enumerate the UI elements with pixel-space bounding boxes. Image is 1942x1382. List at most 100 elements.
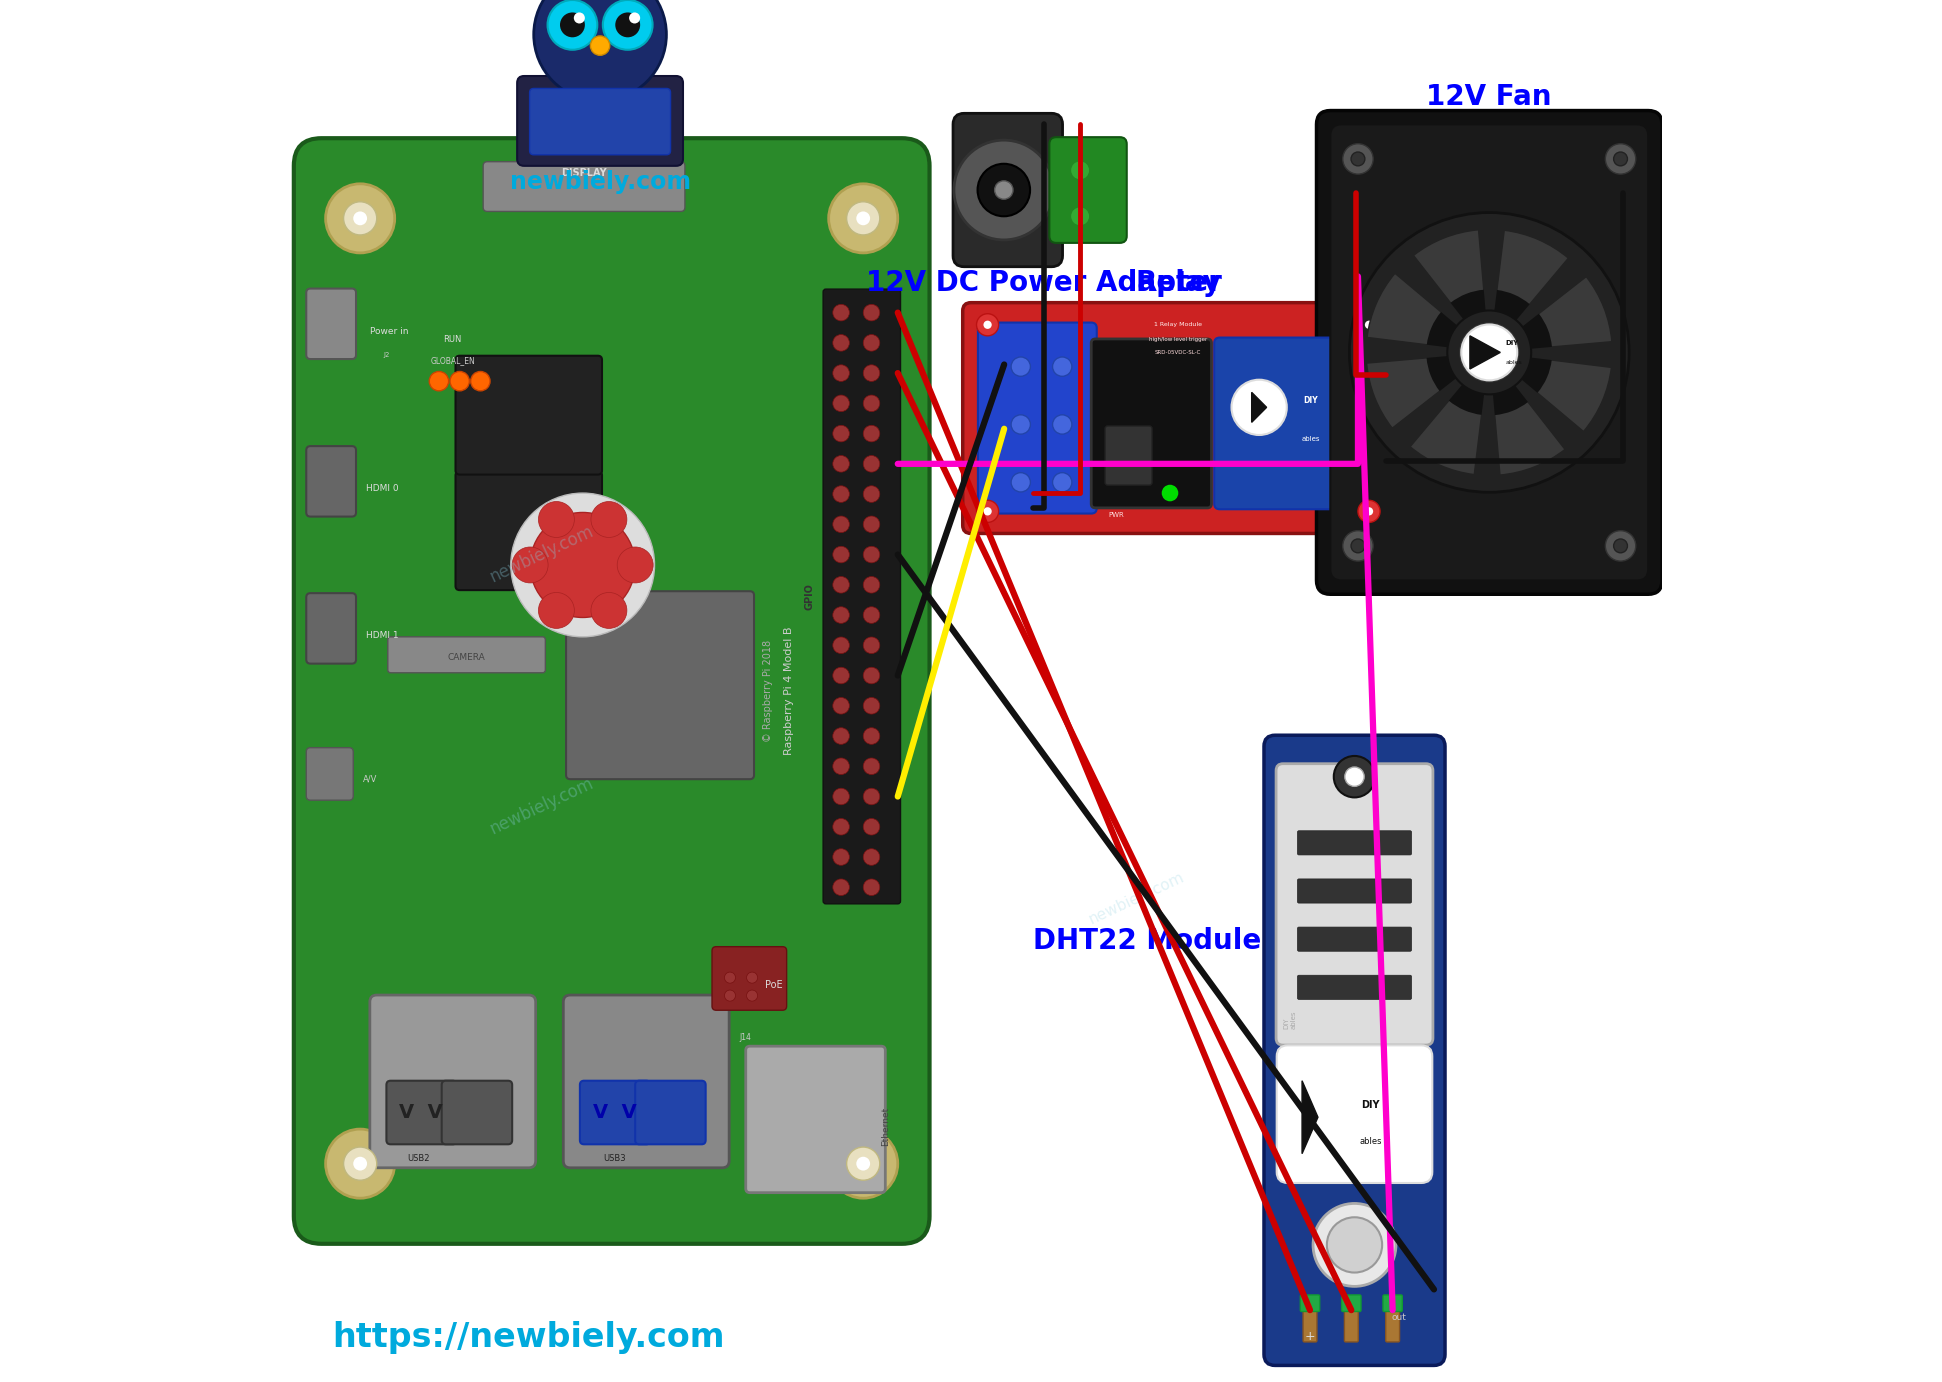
Circle shape [847, 202, 880, 235]
Circle shape [1614, 152, 1627, 166]
Circle shape [862, 698, 880, 714]
Circle shape [833, 576, 849, 593]
Wedge shape [1449, 352, 1490, 415]
Circle shape [833, 637, 849, 654]
Text: newbiely.com: newbiely.com [1340, 292, 1431, 344]
Text: DIY
ables: DIY ables [1284, 1010, 1297, 1030]
Circle shape [833, 818, 849, 835]
Text: ables: ables [1359, 1137, 1381, 1146]
Circle shape [833, 607, 849, 623]
Circle shape [353, 1157, 367, 1171]
FancyBboxPatch shape [456, 355, 602, 474]
Text: HDMI 1: HDMI 1 [365, 630, 398, 640]
Text: DHT22 Module: DHT22 Module [1033, 927, 1260, 955]
Circle shape [1365, 507, 1373, 515]
Text: Power in: Power in [369, 328, 408, 336]
FancyBboxPatch shape [1330, 124, 1649, 580]
Circle shape [1458, 322, 1521, 383]
Text: A/V: A/V [363, 775, 377, 784]
FancyBboxPatch shape [1049, 137, 1126, 243]
Circle shape [724, 990, 736, 1001]
Circle shape [616, 12, 641, 37]
Wedge shape [1490, 352, 1565, 475]
Wedge shape [1427, 312, 1490, 352]
Text: newbiely.com: newbiely.com [487, 774, 596, 839]
FancyBboxPatch shape [307, 289, 355, 359]
Circle shape [862, 879, 880, 896]
Circle shape [994, 181, 1014, 199]
Circle shape [983, 507, 992, 515]
Text: PWR: PWR [1109, 513, 1124, 518]
Circle shape [862, 546, 880, 562]
Text: PoE: PoE [765, 980, 783, 990]
Text: ables: ables [1301, 437, 1321, 442]
Circle shape [862, 576, 880, 593]
FancyBboxPatch shape [1091, 339, 1212, 509]
FancyBboxPatch shape [307, 446, 355, 517]
FancyBboxPatch shape [1342, 1295, 1361, 1312]
Circle shape [983, 321, 992, 329]
Circle shape [1012, 415, 1031, 434]
FancyBboxPatch shape [1105, 426, 1152, 485]
FancyBboxPatch shape [484, 162, 686, 211]
Text: USB3: USB3 [604, 1154, 625, 1162]
Circle shape [1326, 1218, 1383, 1273]
Circle shape [1357, 500, 1381, 522]
Wedge shape [1490, 276, 1612, 352]
Circle shape [590, 502, 627, 538]
Circle shape [829, 1129, 897, 1198]
Circle shape [833, 365, 849, 381]
Text: Raspberry Pi 4 Model B: Raspberry Pi 4 Model B [783, 627, 794, 755]
Circle shape [977, 500, 998, 522]
FancyBboxPatch shape [1317, 111, 1662, 594]
Text: +: + [1305, 1331, 1315, 1343]
Text: GLOBAL_EN: GLOBAL_EN [431, 357, 476, 365]
Circle shape [1053, 473, 1072, 492]
FancyBboxPatch shape [1344, 1309, 1357, 1342]
Text: newbiely.com: newbiely.com [658, 593, 759, 651]
Wedge shape [1414, 229, 1490, 352]
Circle shape [833, 304, 849, 321]
Text: 12V Fan: 12V Fan [1427, 83, 1552, 111]
FancyBboxPatch shape [388, 637, 546, 673]
FancyBboxPatch shape [1297, 831, 1412, 855]
Wedge shape [1367, 352, 1490, 428]
Circle shape [1614, 539, 1627, 553]
Text: USB2: USB2 [408, 1154, 429, 1162]
FancyBboxPatch shape [954, 113, 1062, 267]
Circle shape [1606, 144, 1635, 174]
Circle shape [590, 36, 610, 55]
Circle shape [833, 698, 849, 714]
FancyBboxPatch shape [746, 1046, 886, 1193]
Circle shape [1161, 485, 1179, 502]
Text: Ethernet: Ethernet [882, 1107, 889, 1146]
Circle shape [954, 140, 1055, 240]
Wedge shape [1490, 352, 1612, 431]
Circle shape [1313, 1204, 1396, 1287]
Circle shape [724, 972, 736, 983]
Text: DIY: DIY [1361, 1100, 1379, 1110]
Circle shape [833, 515, 849, 532]
Circle shape [1460, 325, 1517, 380]
Text: newbiely.com: newbiely.com [509, 170, 691, 193]
Circle shape [1344, 767, 1363, 786]
Circle shape [833, 334, 849, 351]
FancyBboxPatch shape [1297, 976, 1412, 999]
Circle shape [862, 607, 880, 623]
Text: J2: J2 [385, 352, 390, 358]
FancyBboxPatch shape [369, 995, 536, 1168]
Text: © Raspberry Pi 2018: © Raspberry Pi 2018 [763, 640, 773, 742]
Circle shape [344, 202, 377, 235]
Circle shape [746, 972, 757, 983]
Circle shape [511, 493, 654, 637]
Wedge shape [1490, 352, 1528, 415]
Circle shape [862, 395, 880, 412]
Circle shape [590, 593, 627, 629]
FancyBboxPatch shape [979, 322, 1097, 514]
Circle shape [862, 728, 880, 745]
Text: HDMI 0: HDMI 0 [365, 484, 398, 493]
Circle shape [344, 1147, 377, 1180]
Text: newbiely.com: newbiely.com [1088, 869, 1187, 927]
Text: DISPLAY: DISPLAY [561, 167, 606, 178]
Circle shape [629, 12, 641, 23]
